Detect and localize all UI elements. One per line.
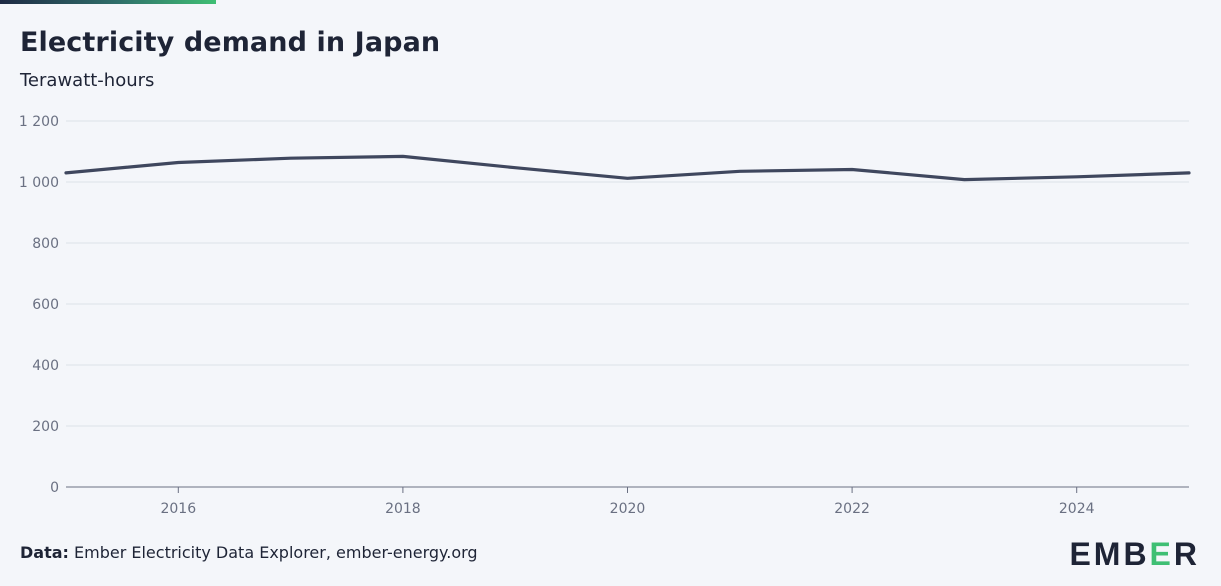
y-tick-label: 400 <box>32 358 59 374</box>
chart-title: Electricity demand in Japan <box>20 27 441 58</box>
y-tick-label: 1 200 <box>19 114 59 130</box>
ember-logo: EMBER <box>1069 536 1200 573</box>
x-tick-label: 2024 <box>1059 501 1095 517</box>
x-tick-label: 2018 <box>385 501 421 517</box>
grid-lines <box>66 120 1189 427</box>
y-tick-label: 0 <box>50 480 59 496</box>
x-axis-ticks: 2016 2018 2020 2022 2024 <box>160 487 1095 517</box>
data-source-label: Data: <box>20 543 69 562</box>
y-tick-label: 800 <box>32 236 59 252</box>
data-source-text: Ember Electricity Data Explorer, ember-e… <box>68 543 478 562</box>
logo-letter: E <box>1069 536 1094 572</box>
series-layer <box>64 154 1191 182</box>
data-source: Data: Ember Electricity Data Explorer, e… <box>20 543 478 562</box>
y-axis-ticks: 0 200 400 600 800 1 000 1 200 <box>19 114 59 496</box>
logo-letter: M <box>1093 536 1124 572</box>
x-tick-label: 2022 <box>834 501 870 517</box>
top-accent-bar <box>0 0 216 4</box>
y-tick-label: 600 <box>32 297 59 313</box>
logo-letter: E <box>1149 536 1174 572</box>
x-tick-label: 2020 <box>610 501 646 517</box>
chart-subtitle: Terawatt-hours <box>20 70 155 91</box>
y-tick-label: 1 000 <box>19 175 59 191</box>
series-line <box>64 154 1191 182</box>
x-tick-label: 2016 <box>160 501 196 517</box>
y-tick-label: 200 <box>32 419 59 435</box>
logo-letter: B <box>1123 536 1150 572</box>
logo-letter: R <box>1173 536 1200 572</box>
